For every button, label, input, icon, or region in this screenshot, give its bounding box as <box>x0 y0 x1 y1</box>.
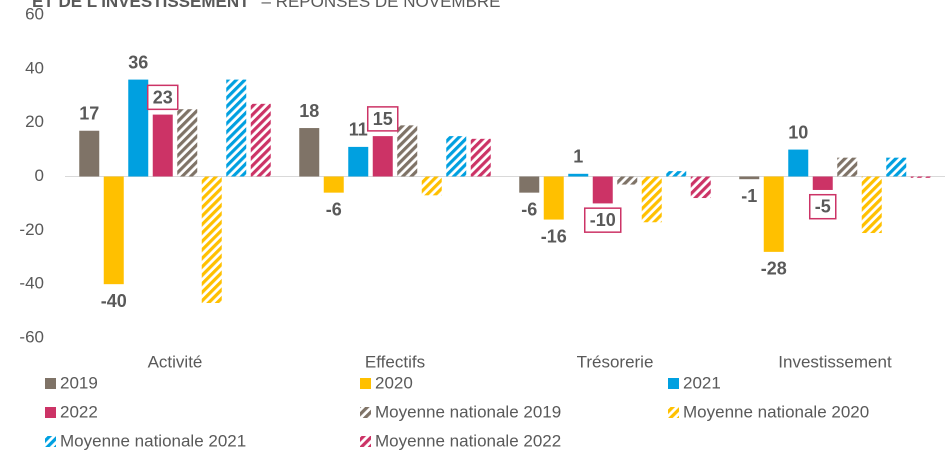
bar <box>470 138 491 177</box>
bar <box>617 176 638 185</box>
legend-marker <box>668 407 679 418</box>
legend-label: Moyenne nationale 2020 <box>683 402 869 421</box>
x-tick-label: Investissement <box>778 352 892 371</box>
bar <box>837 157 858 177</box>
x-tick-label: Trésorerie <box>577 352 654 371</box>
label-box <box>808 193 837 220</box>
bar <box>592 176 613 204</box>
data-label: 36 <box>128 52 148 72</box>
x-tick-label: Effectifs <box>365 352 425 371</box>
data-label: -28 <box>761 259 787 279</box>
data-label: 23 <box>153 87 173 107</box>
bar <box>690 176 711 199</box>
bar <box>763 176 784 252</box>
bar <box>543 176 564 220</box>
legend-marker <box>668 378 679 389</box>
y-tick-label: -40 <box>19 274 44 293</box>
bar <box>641 176 662 223</box>
y-tick-label: 20 <box>25 112 44 131</box>
data-label: -6 <box>326 199 342 219</box>
bar <box>568 173 589 177</box>
y-tick-label: -60 <box>19 327 44 346</box>
bar <box>201 176 222 304</box>
bar <box>177 109 198 177</box>
y-tick-label: 40 <box>25 58 44 77</box>
bar <box>421 176 442 196</box>
bar <box>519 176 540 193</box>
data-label: -40 <box>101 291 127 311</box>
legend-label: 2021 <box>683 373 721 392</box>
data-label: -10 <box>590 210 616 230</box>
bar <box>128 79 149 177</box>
bar <box>861 176 882 234</box>
bar <box>397 125 418 177</box>
data-label: 17 <box>79 103 99 123</box>
bar <box>666 171 687 177</box>
chart-title: ET DE L'INVESTISSEMENT – RÉPONSES DE NOVE… <box>32 0 501 11</box>
data-label: 11 <box>349 120 368 140</box>
data-label: -6 <box>521 199 537 219</box>
bar <box>79 130 100 177</box>
bar <box>886 157 907 177</box>
legend-label: Moyenne nationale 2022 <box>375 431 561 450</box>
data-label: -5 <box>815 197 831 217</box>
title: ET DE L'INVESTISSEMENT <box>32 0 250 11</box>
bar <box>299 128 320 177</box>
bar <box>812 176 833 190</box>
bar <box>250 103 271 177</box>
legend-marker <box>45 407 56 418</box>
y-tick-label: -20 <box>19 220 44 239</box>
legend-label: 2020 <box>375 373 413 392</box>
legend-label: 2019 <box>60 373 98 392</box>
y-tick-label: 60 <box>25 4 44 23</box>
bar <box>226 79 247 177</box>
label-box <box>146 84 179 111</box>
bar <box>788 149 809 177</box>
bar <box>152 114 173 177</box>
bar <box>103 176 124 285</box>
legend-marker <box>360 407 371 418</box>
legend-marker <box>360 436 371 447</box>
bar <box>910 176 931 178</box>
legend-marker <box>45 378 56 389</box>
legend-marker <box>45 436 56 447</box>
bar <box>348 146 369 177</box>
label-box <box>366 106 399 132</box>
x-tick-label: Activité <box>148 352 203 371</box>
y-tick-label: 0 <box>35 166 44 185</box>
bar <box>739 176 760 180</box>
legend-marker <box>360 378 371 389</box>
data-label: -16 <box>541 226 567 246</box>
data-label: 1 <box>573 147 583 167</box>
bar <box>372 136 393 177</box>
data-label: 15 <box>373 109 393 129</box>
bar <box>446 136 467 177</box>
data-label: -1 <box>741 186 757 206</box>
subtitle: – RÉPONSES DE NOVEMBRE <box>262 0 501 11</box>
data-label: 18 <box>299 101 319 121</box>
legend-label: Moyenne nationale 2019 <box>375 402 561 421</box>
legend-label: 2022 <box>60 402 98 421</box>
legend-label: Moyenne nationale 2021 <box>60 431 246 450</box>
data-label: 10 <box>788 122 808 142</box>
label-box <box>583 207 622 233</box>
bar <box>323 176 344 193</box>
